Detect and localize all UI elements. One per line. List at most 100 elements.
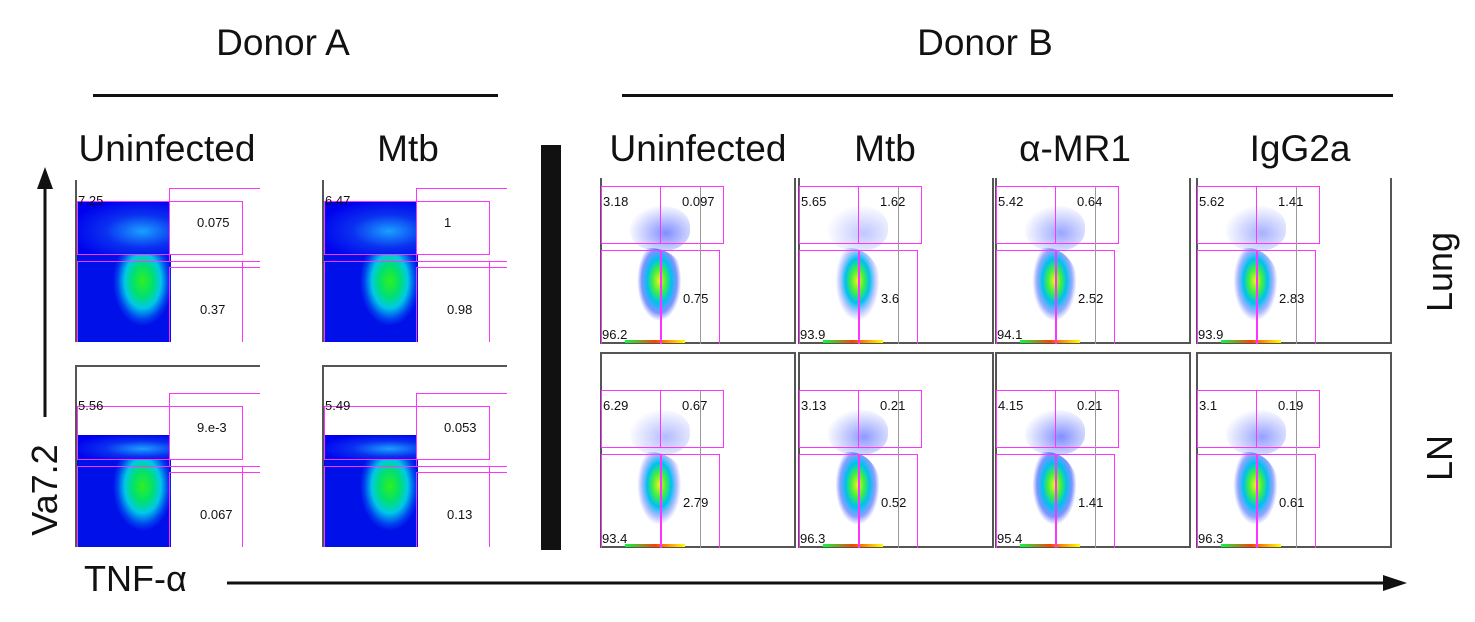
gate-lower-right-divider [660,250,662,344]
plot-axis-right [794,178,796,344]
gate-value-upper-left: 4.15 [998,398,1024,413]
axis-pileup [823,340,883,343]
gate-upper-right [858,390,922,448]
gate-value-lower-right: 0.13 [447,507,473,522]
gate-value-upper-right: 9.e-3 [197,420,227,435]
upper-population [324,202,417,255]
gate-value-lower-right: 0.37 [200,302,226,317]
gate-value-lower-right: 1.41 [1078,495,1104,510]
lower-population [812,452,882,546]
gate-lower [324,261,490,342]
lower-population [324,460,418,547]
plot-axis-x [600,546,796,548]
lower-population [1210,452,1280,546]
row-label-lung: Lung [1419,231,1460,313]
gate-value-upper-left: 5.42 [998,194,1024,209]
lower-population [1210,248,1280,342]
column-header-a-uninfected: Uninfected [78,128,256,169]
gate-lower-right [416,472,507,547]
gate-upper [77,201,243,255]
column-header-b-mtb: Mtb [854,128,916,169]
gate-lower-right-divider [660,454,662,548]
gate-value-lower-right: 0.067 [200,507,233,522]
gate-upper-right [858,186,922,244]
column-header-b-uninfected: Uninfected [609,128,787,169]
gate-lower [77,261,243,342]
column-header-a-mtb: Mtb [377,128,439,169]
gate-value-upper-left: 5.49 [325,398,351,413]
x-axis-label: TNF-α [84,558,187,599]
axis-pileup [625,340,685,343]
lower-population [77,255,171,342]
gate-value-lower-right: 2.52 [1078,291,1104,306]
upper-population [77,435,170,460]
gate-value-upper-right: 1 [444,215,452,230]
y-axis-arrow [37,167,53,417]
y-axis-label: Va7.2 [24,444,65,536]
plot-axis-y [798,178,800,344]
gate-value-lower-left: 96.3 [1198,531,1224,546]
plot-axis-y [1196,178,1198,344]
gate-inner-divider [1095,390,1096,548]
donor-b-title: Donor B [917,22,1053,63]
gate-lower-right-divider [858,454,860,548]
gate-value-lower-left: 93.9 [800,327,826,342]
gate-value-upper-right: 0.053 [444,420,477,435]
plot-axis-y [322,365,324,547]
flow-plot-donor-a: 7.25 0.075 0.37 [75,180,260,342]
plot-axis-y [995,352,997,548]
gate-value-upper-left: 5.62 [1199,194,1225,209]
plot-axis-x [798,342,994,344]
flow-plot-donor-b: 3.18 0.097 0.75 96.2 [600,178,796,344]
axis-pileup [823,544,883,547]
lower-population [1009,248,1079,342]
gate-value-upper-left: 5.56 [78,398,104,413]
plot-axis-y [75,180,77,342]
panel-separator [541,145,561,550]
axis-pileup [1020,340,1080,343]
flow-plot-donor-a: 5.56 9.e-3 0.067 [75,365,260,547]
gate-value-lower-left: 96.2 [602,327,628,342]
gate-value-lower-left: 93.9 [1198,327,1224,342]
plot-axis-y [995,178,997,344]
plot-axis-top [322,365,507,367]
gate-lower-right-divider [1055,454,1057,548]
gate-lower-right-divider [1256,454,1258,548]
gate-value-upper-right: 0.097 [682,194,715,209]
plot-axis-top [75,365,260,367]
gate-value-lower-left: 96.3 [800,531,826,546]
gate-value-upper-right: 0.67 [682,398,708,413]
plot-axis-x [995,342,1191,344]
gate-value-upper-left: 6.47 [325,193,351,208]
flow-plot-donor-b: 4.15 0.21 1.41 95.4 [995,352,1191,548]
plot-axis-right [794,352,796,548]
row-label-ln: LN [1419,434,1460,482]
plot-axis-right [1390,178,1392,344]
donor-a-underline [93,94,498,97]
axis-pileup [625,544,685,547]
gate-upper-right [660,186,724,244]
column-header-b-amr1: α-MR1 [1019,128,1131,169]
donor-b-underline [622,94,1393,97]
plot-axis-top [995,352,1191,354]
axis-pileup [1020,544,1080,547]
gate-value-upper-left: 7.25 [78,193,104,208]
gate-upper-right [1256,390,1320,448]
gate-upper-right [1055,390,1119,448]
gate-value-upper-right: 1.41 [1278,194,1304,209]
gate-value-upper-right: 0.21 [880,398,906,413]
lower-population [812,248,882,342]
gate-inner-divider [898,390,899,548]
gate-inner-divider [700,390,701,548]
gate-lower [77,466,243,547]
upper-population [77,202,170,255]
gate-inner-divider [898,186,899,344]
gate-upper [324,406,490,460]
gate-lower [324,466,490,547]
plot-axis-right [1390,352,1392,548]
gate-lower-right-divider [858,250,860,344]
flow-plot-donor-b: 3.13 0.21 0.52 96.3 [798,352,994,548]
gate-lower-right [169,267,260,342]
gate-value-lower-left: 95.4 [997,531,1023,546]
flow-plot-donor-b: 5.65 1.62 3.6 93.9 [798,178,994,344]
